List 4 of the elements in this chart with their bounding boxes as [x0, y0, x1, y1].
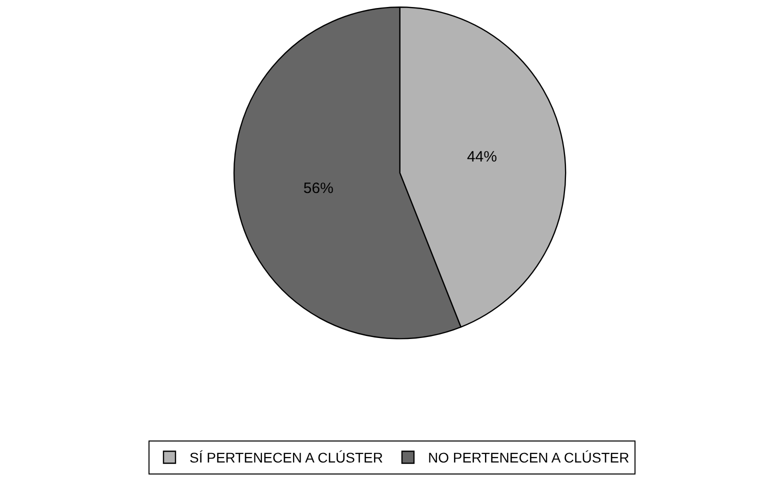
legend-label: NO PERTENECEN A CLÚSTER	[428, 450, 630, 466]
data-label: 44%	[466, 148, 497, 166]
legend-label: SÍ PERTENECEN A CLÚSTER	[190, 450, 383, 466]
data-label: 56%	[303, 180, 334, 197]
